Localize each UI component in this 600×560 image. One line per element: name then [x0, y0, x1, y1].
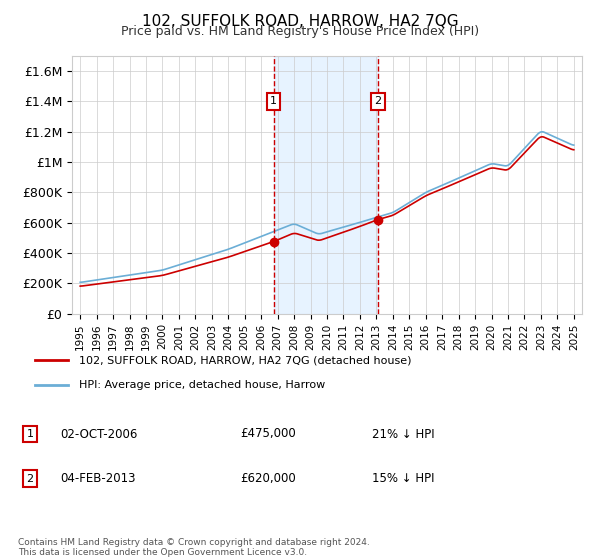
Text: 1: 1: [26, 429, 34, 439]
Text: 02-OCT-2006: 02-OCT-2006: [60, 427, 137, 441]
Text: 15% ↓ HPI: 15% ↓ HPI: [372, 472, 434, 486]
Text: 04-FEB-2013: 04-FEB-2013: [60, 472, 136, 486]
Text: £620,000: £620,000: [240, 472, 296, 486]
Text: 2: 2: [374, 96, 381, 106]
Text: 21% ↓ HPI: 21% ↓ HPI: [372, 427, 434, 441]
Text: 1: 1: [270, 96, 277, 106]
Text: £475,000: £475,000: [240, 427, 296, 441]
Text: Price paid vs. HM Land Registry's House Price Index (HPI): Price paid vs. HM Land Registry's House …: [121, 25, 479, 38]
Bar: [274, 56, 377, 314]
Text: 2: 2: [26, 474, 34, 484]
Text: HPI: Average price, detached house, Harrow: HPI: Average price, detached house, Harr…: [79, 380, 325, 390]
Text: 102, SUFFOLK ROAD, HARROW, HA2 7QG (detached house): 102, SUFFOLK ROAD, HARROW, HA2 7QG (deta…: [79, 355, 412, 365]
Text: Contains HM Land Registry data © Crown copyright and database right 2024.
This d: Contains HM Land Registry data © Crown c…: [18, 538, 370, 557]
Text: 102, SUFFOLK ROAD, HARROW, HA2 7QG: 102, SUFFOLK ROAD, HARROW, HA2 7QG: [142, 14, 458, 29]
